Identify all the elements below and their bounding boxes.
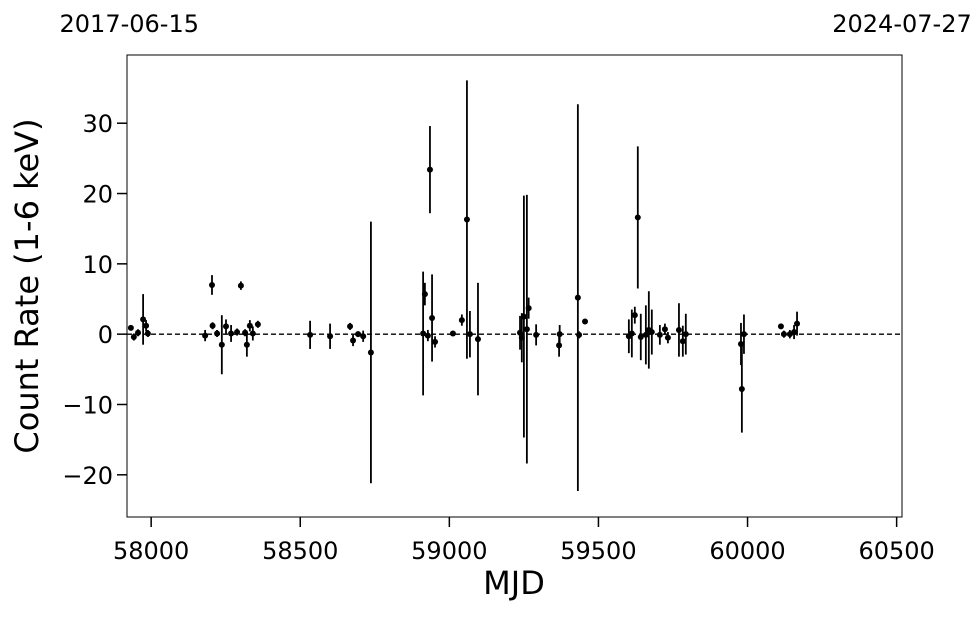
data-point bbox=[637, 333, 644, 340]
x-tick-label: 59000 bbox=[411, 537, 487, 565]
data-point bbox=[661, 326, 668, 333]
data-point bbox=[350, 337, 357, 344]
data-point bbox=[429, 314, 436, 321]
data-point bbox=[628, 330, 635, 337]
data-point bbox=[642, 331, 649, 338]
data-point bbox=[664, 334, 671, 341]
data-point bbox=[228, 330, 235, 337]
data-point bbox=[474, 336, 481, 343]
data-point bbox=[234, 329, 241, 336]
data-point bbox=[127, 324, 134, 331]
data-point bbox=[143, 322, 150, 329]
data-point bbox=[209, 322, 216, 329]
data-point bbox=[140, 316, 147, 323]
data-point bbox=[574, 294, 581, 301]
data-point bbox=[576, 331, 583, 338]
y-tick-label: 0 bbox=[98, 321, 113, 349]
data-point bbox=[135, 329, 142, 336]
data-point bbox=[347, 323, 354, 330]
y-axis-label: Count Rate (1-6 keV) bbox=[8, 118, 46, 453]
x-tick-label: 60500 bbox=[858, 537, 934, 565]
data-point bbox=[218, 341, 225, 348]
data-point bbox=[525, 305, 532, 312]
data-point bbox=[463, 216, 470, 223]
data-point bbox=[523, 326, 530, 333]
data-point bbox=[237, 282, 244, 289]
data-point bbox=[648, 329, 655, 336]
data-point bbox=[656, 331, 663, 338]
x-tick-label: 60000 bbox=[709, 537, 785, 565]
data-point bbox=[780, 331, 787, 338]
data-point bbox=[355, 331, 362, 338]
data-point bbox=[432, 338, 439, 345]
x-tick-label: 59500 bbox=[560, 537, 636, 565]
data-point bbox=[360, 333, 367, 340]
data-point bbox=[246, 322, 253, 329]
data-point bbox=[794, 320, 801, 327]
x-tick-label: 58000 bbox=[113, 537, 189, 565]
data-point bbox=[466, 331, 473, 338]
data-point bbox=[777, 323, 784, 330]
data-point bbox=[458, 317, 465, 324]
data-point bbox=[222, 323, 229, 330]
data-point bbox=[675, 326, 682, 333]
data-point bbox=[420, 330, 427, 337]
top-date-label: 2017-06-15 bbox=[60, 10, 199, 38]
data-point bbox=[424, 332, 431, 339]
data-point bbox=[556, 331, 563, 338]
top-date-label: 2024-07-27 bbox=[832, 10, 971, 38]
data-point bbox=[421, 291, 428, 298]
data-point bbox=[130, 333, 137, 340]
data-point bbox=[740, 331, 747, 338]
data-point bbox=[208, 281, 215, 288]
data-point bbox=[449, 330, 456, 337]
x-axis-label: MJD bbox=[483, 564, 545, 602]
data-point bbox=[582, 318, 589, 325]
y-tick-label: −10 bbox=[62, 391, 113, 419]
data-point bbox=[307, 331, 314, 338]
y-tick-label: 20 bbox=[82, 181, 113, 209]
data-point bbox=[144, 330, 151, 337]
data-point bbox=[243, 341, 250, 348]
data-point bbox=[738, 386, 745, 393]
data-point bbox=[682, 331, 689, 338]
x-tick-label: 58500 bbox=[262, 537, 338, 565]
data-point bbox=[327, 333, 334, 340]
data-point bbox=[634, 214, 641, 221]
data-point bbox=[520, 313, 527, 320]
data-point bbox=[679, 338, 686, 345]
data-point bbox=[202, 332, 209, 339]
data-point bbox=[254, 321, 261, 328]
data-point bbox=[556, 342, 563, 349]
y-tick-label: −20 bbox=[62, 462, 113, 490]
data-point bbox=[367, 349, 374, 356]
plot-frame bbox=[126, 54, 903, 518]
data-point bbox=[249, 330, 256, 337]
data-point bbox=[214, 330, 221, 337]
data-point bbox=[791, 329, 798, 336]
y-tick-label: 30 bbox=[82, 110, 113, 138]
data-point bbox=[533, 331, 540, 338]
data-point bbox=[631, 312, 638, 319]
data-point bbox=[426, 166, 433, 173]
y-tick-label: 10 bbox=[82, 251, 113, 279]
